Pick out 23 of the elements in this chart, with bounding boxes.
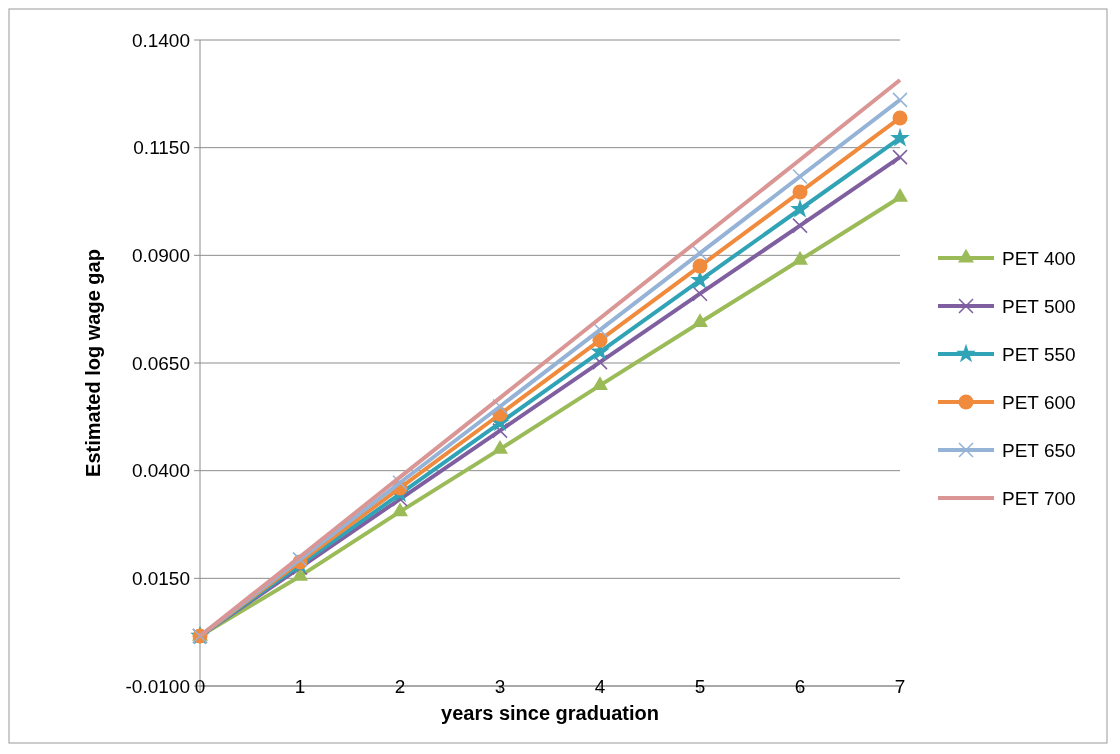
y-tick-label: 0.0650 <box>131 352 190 374</box>
y-axis-title: Estimated log wage gap <box>82 249 104 477</box>
y-tick-label: -0.0100 <box>125 675 190 697</box>
x-tick-label: 6 <box>794 675 806 697</box>
x-axis-title: years since graduation <box>441 702 659 724</box>
legend-label: PET 400 <box>1002 247 1076 269</box>
y-tick-label: 0.0400 <box>131 460 190 482</box>
x-tick-label: 2 <box>394 675 406 697</box>
x-tick-label: 5 <box>694 675 706 697</box>
y-tick-label: 0.0150 <box>131 567 190 589</box>
y-tick-label: 0.1400 <box>131 29 190 51</box>
y-tick-label: 0.1150 <box>133 137 190 159</box>
legend-label: PET 500 <box>1002 295 1076 317</box>
x-tick-label: 1 <box>294 675 306 697</box>
x-tick-label: 4 <box>594 675 606 697</box>
legend-label: PET 650 <box>1002 439 1076 461</box>
x-tick-label: 7 <box>894 675 906 697</box>
legend-label: PET 550 <box>1002 343 1076 365</box>
x-tick-label: 3 <box>494 675 506 697</box>
y-tick-label: 0.0900 <box>131 244 190 266</box>
x-tick-label: 0 <box>194 675 206 697</box>
legend-label: PET 600 <box>1002 391 1076 413</box>
legend-label: PET 700 <box>1002 487 1076 509</box>
